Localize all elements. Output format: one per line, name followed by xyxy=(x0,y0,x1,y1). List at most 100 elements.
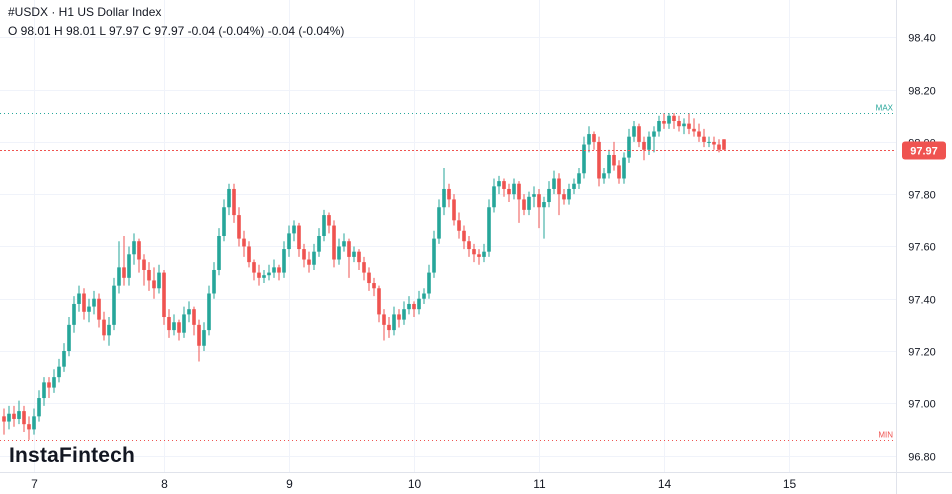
candle-body xyxy=(67,324,71,351)
candle-body xyxy=(337,246,341,260)
time-tick-label: 14 xyxy=(658,477,672,491)
min-label: MIN xyxy=(878,431,893,440)
candle xyxy=(677,115,681,132)
candle xyxy=(692,118,696,137)
candle xyxy=(687,113,691,135)
time-tick-label: 7 xyxy=(31,477,38,491)
candle xyxy=(517,181,521,223)
candle-body xyxy=(512,183,516,195)
candle-body xyxy=(47,382,51,388)
candle xyxy=(162,269,166,325)
candle-body xyxy=(462,230,466,242)
candle xyxy=(422,288,426,304)
candle-body xyxy=(52,377,56,388)
candle-body xyxy=(137,241,141,260)
candle xyxy=(307,251,311,273)
candle-body xyxy=(82,293,86,312)
candle-body xyxy=(567,188,571,200)
candle xyxy=(302,243,306,268)
candle-body xyxy=(642,141,646,150)
candle-body xyxy=(257,272,261,278)
candle xyxy=(22,405,26,433)
candle xyxy=(487,199,491,257)
candle xyxy=(267,264,271,281)
candle xyxy=(477,249,481,265)
candle xyxy=(697,123,701,142)
candle-body xyxy=(287,233,291,250)
candle xyxy=(582,136,586,179)
candle-body xyxy=(622,157,626,179)
candle-body xyxy=(387,324,391,331)
candles xyxy=(2,113,726,440)
candle-body xyxy=(537,194,541,208)
candle-body xyxy=(347,241,351,257)
candle-body xyxy=(2,416,6,422)
candle xyxy=(502,178,506,197)
last-price-tag-bg xyxy=(902,141,946,160)
last-price-tag-label: 97.97 xyxy=(910,146,938,158)
candle xyxy=(427,264,431,299)
candle-body xyxy=(242,238,246,247)
candle-body xyxy=(352,251,356,257)
candle-body xyxy=(132,241,136,255)
candle xyxy=(12,405,16,427)
candle xyxy=(352,246,356,263)
candle-body xyxy=(692,128,696,132)
candle-body xyxy=(312,251,316,265)
candle-body xyxy=(682,123,686,127)
time-tick-label: 15 xyxy=(783,477,797,491)
candle xyxy=(527,191,531,216)
candle xyxy=(472,243,476,263)
candle-body xyxy=(562,194,566,200)
candle-body xyxy=(27,424,31,430)
candle-body xyxy=(112,285,116,325)
candle-body xyxy=(167,317,171,331)
candle xyxy=(187,301,191,323)
candle-body xyxy=(602,173,606,179)
candle xyxy=(592,131,596,150)
candle xyxy=(672,113,676,129)
candle-body xyxy=(372,283,376,289)
candle-body xyxy=(607,154,611,174)
candle-body xyxy=(122,267,126,278)
candle xyxy=(312,243,316,270)
candle xyxy=(62,343,66,372)
candle xyxy=(627,128,631,163)
candle-body xyxy=(107,324,111,336)
candle xyxy=(32,408,36,435)
candle-body xyxy=(272,267,276,273)
candle-body xyxy=(297,225,301,250)
time-axis[interactable]: 7 8 9 10 11 14 15 xyxy=(31,477,796,491)
candle-body xyxy=(707,141,711,143)
candle-body xyxy=(217,236,221,270)
candle-body xyxy=(517,183,521,200)
candle xyxy=(462,225,466,250)
candle-body xyxy=(637,126,641,142)
candle xyxy=(612,141,616,171)
candle xyxy=(217,228,221,276)
candle xyxy=(577,168,581,189)
candle-body xyxy=(62,351,66,367)
candle-body xyxy=(672,115,676,121)
candle xyxy=(657,115,661,137)
candle-body xyxy=(342,241,346,247)
candle xyxy=(537,188,541,229)
candle xyxy=(127,246,131,286)
price-tick-label: 97.60 xyxy=(908,242,936,254)
candle-body xyxy=(527,196,531,210)
candle xyxy=(452,194,456,226)
candle-body xyxy=(687,123,691,129)
candle-body xyxy=(282,249,286,273)
candle-body xyxy=(677,121,681,127)
candle-body xyxy=(582,144,586,174)
candle xyxy=(152,267,156,299)
candle-body xyxy=(57,366,61,378)
candle-body xyxy=(202,330,206,346)
candle-body xyxy=(472,249,476,255)
price-tick-label: 97.20 xyxy=(908,347,936,359)
candle xyxy=(382,309,386,341)
candle xyxy=(257,264,261,286)
price-axis[interactable]: 96.8097.0097.2097.4097.6097.8098.0098.20… xyxy=(908,33,936,464)
candle-body xyxy=(12,413,16,419)
